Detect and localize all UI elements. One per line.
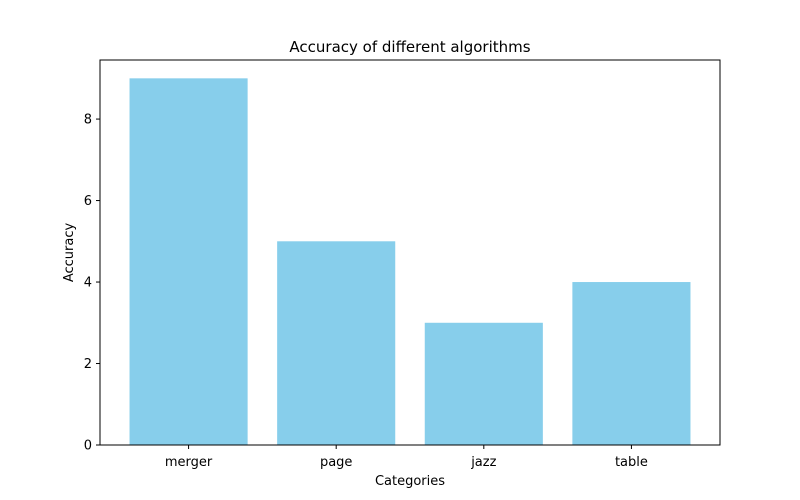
bar-table — [572, 282, 691, 445]
bar-merger — [129, 78, 248, 445]
x-tick-label: jazz — [470, 455, 496, 470]
y-tick-label: 2 — [84, 357, 92, 372]
x-axis-label: Categories — [375, 474, 445, 489]
chart-title: Accuracy of different algorithms — [289, 38, 530, 56]
y-tick-label: 8 — [84, 113, 92, 128]
plot-area-frame — [99, 59, 721, 446]
y-tick-label: 0 — [84, 439, 92, 454]
y-axis-ticks: 0 2 4 6 8 — [84, 113, 100, 454]
x-tick-label: page — [320, 455, 352, 470]
bar-jazz — [424, 322, 543, 445]
y-tick-label: 4 — [84, 276, 92, 291]
x-tick-label: merger — [165, 455, 213, 470]
y-tick-label: 6 — [84, 194, 92, 209]
bar-page — [277, 241, 396, 445]
x-tick-label: table — [615, 455, 648, 470]
x-axis-ticks: merger page jazz table — [165, 445, 648, 470]
y-axis-label: Accuracy — [62, 223, 77, 283]
bars-layer — [129, 78, 691, 445]
